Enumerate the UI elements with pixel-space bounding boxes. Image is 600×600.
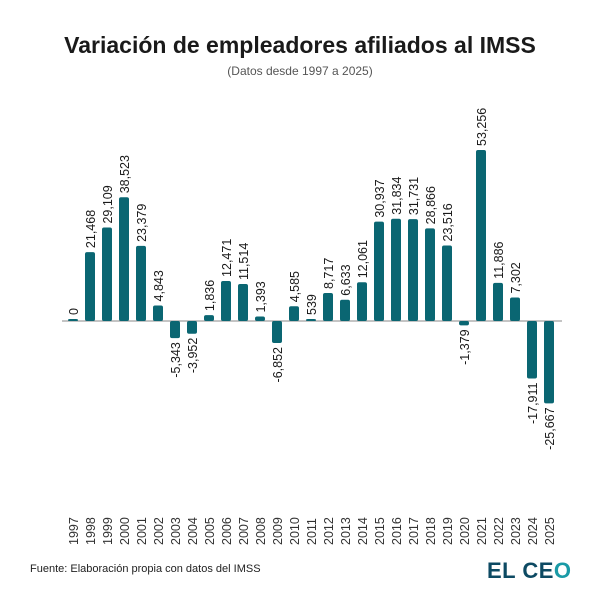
bar-1997 — [68, 319, 78, 321]
x-tick-2013: 2013 — [339, 517, 353, 545]
data-label-2024: -17,911 — [526, 382, 540, 424]
bar-2007 — [238, 284, 248, 321]
x-tick-2010: 2010 — [288, 517, 302, 545]
x-tick-2023: 2023 — [509, 517, 523, 545]
x-tick-2020: 2020 — [458, 517, 472, 545]
bar-2001 — [136, 245, 146, 321]
data-label-2009: -6,852 — [271, 347, 285, 382]
source-note: Fuente: Elaboración propia con datos del… — [30, 563, 261, 575]
bar-2014 — [357, 282, 367, 321]
data-label-1999: 29,109 — [101, 185, 115, 223]
x-tick-2005: 2005 — [203, 517, 217, 545]
x-tick-2012: 2012 — [322, 517, 336, 545]
data-label-2025: -25,667 — [543, 407, 557, 449]
x-tick-2000: 2000 — [118, 517, 132, 545]
x-tick-1997: 1997 — [67, 517, 81, 545]
bar-2023 — [510, 297, 520, 321]
bar-2019 — [442, 245, 452, 321]
data-label-2005: 1,836 — [203, 280, 217, 311]
data-label-2021: 53,256 — [475, 108, 489, 146]
data-label-2000: 38,523 — [118, 155, 132, 193]
x-tick-2002: 2002 — [152, 517, 166, 545]
data-label-2003: -5,343 — [169, 342, 183, 377]
data-label-2017: 31,731 — [407, 177, 421, 215]
x-tick-2022: 2022 — [492, 517, 506, 545]
x-tick-2018: 2018 — [424, 517, 438, 545]
data-label-2011: 539 — [305, 294, 319, 315]
data-label-2022: 11,886 — [492, 241, 506, 278]
data-label-2008: 1,393 — [254, 281, 268, 312]
x-tick-2024: 2024 — [526, 517, 540, 545]
bar-2006 — [221, 280, 231, 321]
bar-2021 — [476, 150, 486, 321]
data-label-2013: 6,633 — [339, 264, 353, 295]
x-tick-1998: 1998 — [84, 517, 98, 545]
bar-2024 — [527, 321, 537, 379]
data-label-2001: 23,379 — [135, 204, 149, 242]
bar-2012 — [323, 293, 333, 321]
logo-text: EL CE — [487, 558, 554, 583]
bar-2013 — [340, 299, 350, 321]
x-tick-2011: 2011 — [305, 518, 319, 545]
bar-2005 — [204, 315, 214, 321]
bar-1999 — [102, 227, 112, 321]
x-tick-2016: 2016 — [390, 517, 404, 545]
bar-2004 — [187, 321, 197, 334]
x-tick-2025: 2025 — [543, 517, 557, 545]
bar-2002 — [153, 305, 163, 321]
bar-2000 — [119, 197, 129, 321]
data-label-1997: 0 — [67, 308, 81, 315]
x-tick-2009: 2009 — [271, 517, 285, 545]
x-tick-2014: 2014 — [356, 517, 370, 545]
bar-2009 — [272, 321, 282, 344]
x-tick-2008: 2008 — [254, 517, 268, 545]
data-label-2015: 30,937 — [373, 179, 387, 217]
data-label-1998: 21,468 — [84, 210, 98, 248]
x-tick-2015: 2015 — [373, 517, 387, 545]
data-label-2019: 23,516 — [441, 203, 455, 241]
data-label-2014: 12,061 — [356, 240, 370, 278]
bar-2022 — [493, 282, 503, 321]
data-label-2020: -1,379 — [458, 329, 472, 364]
x-tick-2021: 2021 — [475, 517, 489, 545]
data-label-2016: 31,834 — [390, 177, 404, 215]
bar-2003 — [170, 321, 180, 339]
bar-2010 — [289, 306, 299, 321]
chart-title: Variación de empleadores afiliados al IM… — [64, 32, 536, 58]
bar-2020 — [459, 321, 469, 326]
x-tick-2003: 2003 — [169, 517, 183, 545]
x-tick-2019: 2019 — [441, 517, 455, 545]
x-tick-2004: 2004 — [186, 517, 200, 545]
x-tick-2007: 2007 — [237, 517, 251, 545]
bar-2025 — [544, 321, 554, 404]
x-tick-1999: 1999 — [101, 517, 115, 545]
chart-subtitle: (Datos desde 1997 a 2025) — [227, 64, 373, 78]
bar-2017 — [408, 219, 418, 321]
bar-2015 — [374, 221, 384, 321]
data-label-2007: 11,514 — [237, 243, 251, 280]
data-label-2023: 7,302 — [509, 262, 523, 293]
bar-2008 — [255, 316, 265, 321]
data-label-2002: 4,843 — [152, 270, 166, 301]
x-tick-2017: 2017 — [407, 517, 421, 545]
el-ceo-logo: EL CEO — [487, 558, 572, 584]
data-label-2018: 28,866 — [424, 186, 438, 224]
x-tick-2006: 2006 — [220, 517, 234, 545]
data-label-2012: 8,717 — [322, 258, 336, 289]
bar-2016 — [391, 218, 401, 321]
data-label-2010: 4,585 — [288, 271, 302, 302]
bar-2018 — [425, 228, 435, 321]
x-tick-2001: 2001 — [135, 517, 149, 545]
bar-1998 — [85, 252, 95, 321]
data-label-2006: 12,471 — [220, 239, 234, 277]
bar-2011 — [306, 319, 316, 321]
logo-o: O — [553, 558, 572, 583]
data-label-2004: -3,952 — [186, 338, 200, 373]
